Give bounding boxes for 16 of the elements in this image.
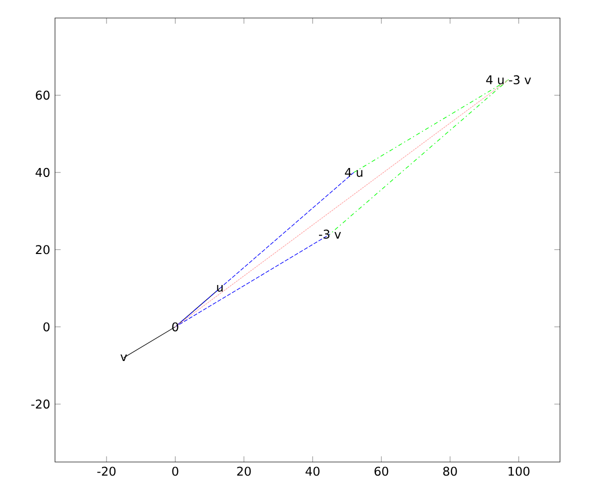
y-tick-label: 20 — [36, 245, 50, 254]
x-tick-label: 40 — [306, 466, 320, 476]
y-tick-label: 0 — [43, 322, 50, 332]
annotation: 4 u -3 v — [486, 75, 531, 84]
x-tick-label: 80 — [443, 466, 457, 476]
x-tick-label: 20 — [237, 466, 251, 476]
annotation: 4 u — [344, 168, 362, 177]
annotation: -3 v — [318, 230, 341, 239]
x-tick-label: -20 — [97, 466, 116, 476]
y-tick-label: -20 — [31, 400, 50, 409]
annotation: v — [120, 354, 127, 362]
x-tick-label: 100 — [508, 466, 530, 476]
x-tick-label: 0 — [172, 466, 178, 476]
y-tick-label: 40 — [36, 168, 50, 177]
y-tick-label: 60 — [36, 90, 50, 100]
x-tick-label: 60 — [374, 466, 388, 476]
